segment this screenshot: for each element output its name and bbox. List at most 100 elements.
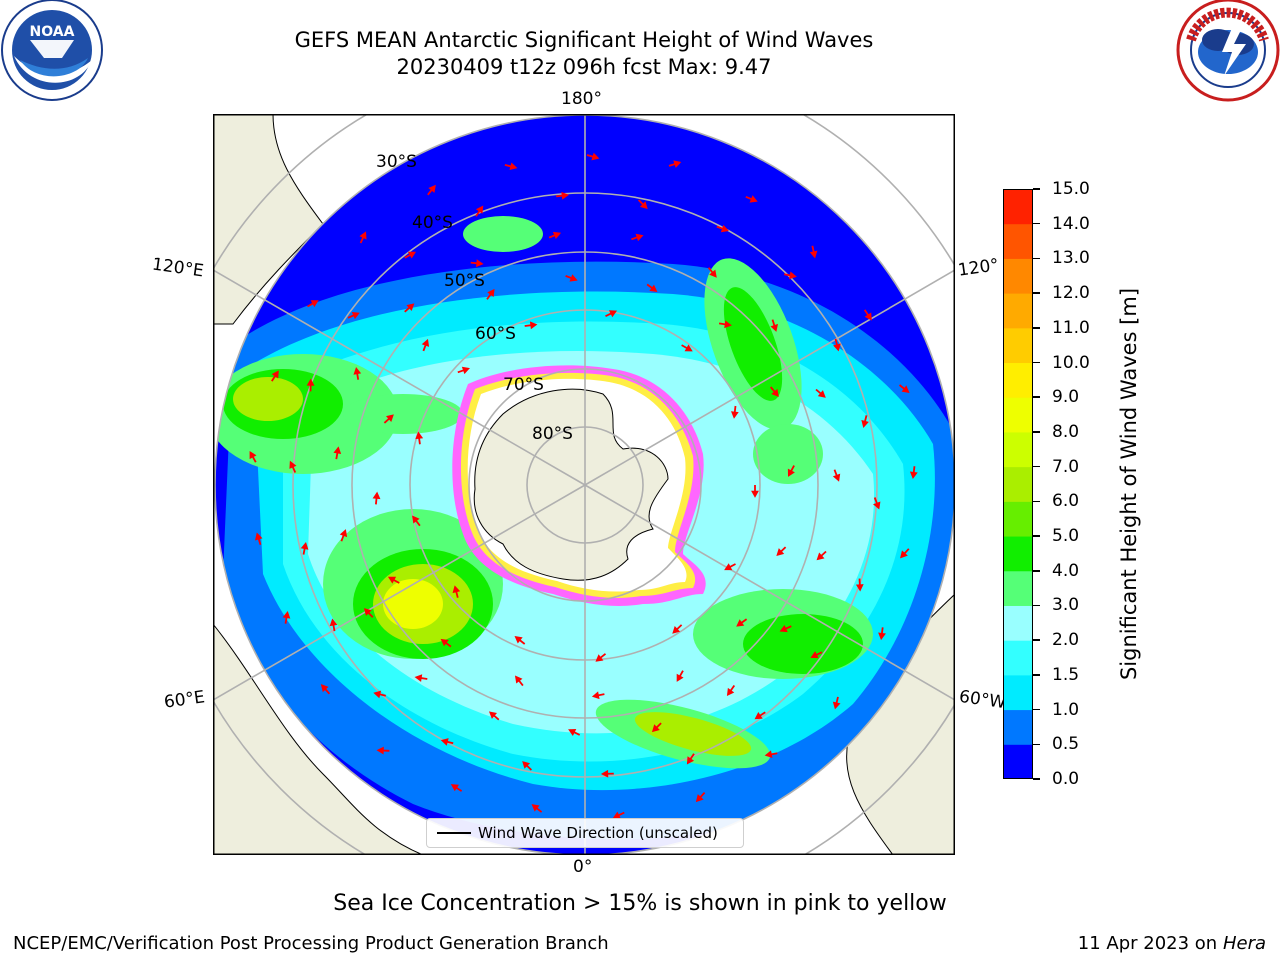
- colorbar-tick-mark: [1033, 570, 1040, 572]
- colorbar-tick-mark: [1033, 708, 1040, 711]
- wind-arrow-head: [591, 152, 600, 161]
- colorbar-segment: [1003, 709, 1033, 745]
- lon-label-60w: 60°W: [957, 686, 1008, 714]
- footer-date-text: 11 Apr 2023 on: [1077, 933, 1223, 954]
- wind-arrow-head: [373, 690, 382, 699]
- wind-arrow-head: [310, 300, 319, 308]
- wind-arrow-head: [552, 231, 562, 240]
- wind-arrow-head: [672, 625, 681, 634]
- wind-arrow-head: [909, 471, 918, 480]
- wind-arrow-head: [428, 184, 436, 193]
- legend-label: Wind Wave Direction (unscaled): [478, 824, 718, 842]
- colorbar-tick-label: 9.0: [1052, 387, 1080, 408]
- colorbar-tick-label: 15.0: [1052, 179, 1090, 199]
- wind-arrow-head: [855, 584, 864, 592]
- wind-arrow-head: [351, 311, 360, 320]
- wind-arrow-head: [684, 344, 693, 352]
- wind-arrow-head: [529, 321, 538, 330]
- colorbar-tick-mark: [1033, 431, 1040, 433]
- wind-arrow-head: [591, 691, 600, 700]
- colorbar-frame: [1003, 189, 1033, 779]
- wind-arrow-head: [724, 320, 732, 329]
- wind-arrow-head: [816, 552, 825, 561]
- colorbar-segment: [1003, 744, 1033, 779]
- colorbar-segment: [1003, 466, 1033, 502]
- wind-arrow-head: [522, 761, 531, 769]
- wind-arrow-head: [726, 687, 735, 697]
- wind-arrow-head: [595, 654, 604, 662]
- wind-arrow-head: [440, 638, 449, 647]
- colorbar-tick-label: 12.0: [1052, 283, 1090, 304]
- colorbar-tick-label: 0.5: [1052, 734, 1080, 755]
- wind-arrow-head: [561, 191, 569, 200]
- wind-arrow-head: [649, 284, 658, 293]
- colorbar-label: Significant Height of Wind Waves [m]: [1117, 287, 1141, 681]
- wind-arrow-head: [353, 367, 362, 375]
- wind-arrow-head: [406, 303, 415, 312]
- colorbar-segment: [1003, 223, 1033, 259]
- colorbar-tick-mark: [1033, 465, 1040, 468]
- wind-arrow-head: [810, 651, 819, 659]
- wind-arrow-head: [770, 323, 778, 332]
- colorbar-tick-label: 13.0: [1052, 248, 1090, 269]
- colorbar-tick-mark: [1033, 743, 1040, 746]
- wind-arrow-head: [639, 201, 648, 210]
- colorbar-tick-mark: [1033, 361, 1040, 364]
- colorbar-segment: [1003, 605, 1033, 641]
- sea-ice-note: Sea Ice Concentration > 15% is shown in …: [333, 891, 947, 916]
- colorbar-tick-mark: [1033, 257, 1040, 260]
- wind-arrow-head: [686, 756, 695, 765]
- colorbar-tick-label: 7.0: [1052, 456, 1080, 477]
- colorbar-tick-mark: [1033, 778, 1040, 780]
- wind-arrow-head: [568, 728, 577, 736]
- wind-arrow-head: [452, 585, 461, 594]
- wind-arrow-head: [363, 608, 372, 616]
- noaa-logo: NOAA: [1, 0, 103, 101]
- nws-logo: [1176, 0, 1280, 102]
- wind-arrow-head: [608, 310, 618, 318]
- legend-line-sample: [437, 832, 471, 834]
- wind-arrow-head: [901, 385, 910, 393]
- colorbar: [1003, 189, 1033, 779]
- wind-arrow-head: [488, 711, 497, 719]
- wind-arrow-head: [779, 624, 788, 633]
- wind-arrow-head: [421, 338, 430, 347]
- colorbar-segment: [1003, 431, 1033, 468]
- wind-arrow-head: [531, 804, 540, 812]
- colorbar-tick-mark: [1033, 500, 1040, 503]
- wind-arrow-head: [372, 491, 381, 500]
- wind-arrow-head: [320, 684, 329, 693]
- wind-arrow-head: [487, 288, 495, 298]
- lat-label-50s: 50°S: [444, 271, 485, 291]
- wind-arrow-head: [709, 269, 717, 278]
- wind-arrow-head: [731, 411, 739, 419]
- wind-arrow-head: [475, 205, 484, 214]
- colorbar-tick-mark: [1033, 604, 1040, 607]
- wind-arrow-head: [461, 366, 470, 375]
- colorbar-tick-mark: [1033, 327, 1040, 329]
- wind-arrow-head: [282, 610, 291, 619]
- wind-arrow-head: [333, 446, 342, 455]
- wind-arrow-head: [386, 414, 394, 423]
- wind-arrow-head: [415, 431, 424, 440]
- wind-arrow-head: [724, 563, 733, 571]
- lon-label-120e: 120°E: [150, 254, 205, 282]
- wind-arrow-head: [817, 390, 826, 398]
- title-line-2: 20230409 t12z 096h fcst Max: 9.47: [396, 55, 772, 79]
- wind-arrow-head: [412, 515, 420, 524]
- wind-arrow-head: [300, 541, 309, 550]
- wind-arrow-head: [754, 712, 763, 720]
- map-canvas: [213, 114, 955, 855]
- wind-arrow-head: [764, 750, 773, 759]
- colorbar-tick-label: 10.0: [1052, 352, 1090, 373]
- lon-label-60e: 60°E: [162, 687, 207, 713]
- wind-arrow-head: [789, 271, 797, 280]
- colorbar-tick-mark: [1033, 639, 1040, 641]
- colorbar-tick-mark: [1033, 535, 1040, 537]
- footer-date: 11 Apr 2023 on Hera: [1078, 933, 1266, 954]
- lat-label-70s: 70°S: [503, 375, 544, 395]
- colorbar-tick-label: 6.0: [1052, 491, 1080, 512]
- wind-arrow-head: [387, 576, 397, 584]
- wind-arrow-head: [776, 548, 785, 556]
- lat-label-40s: 40°S: [412, 213, 453, 233]
